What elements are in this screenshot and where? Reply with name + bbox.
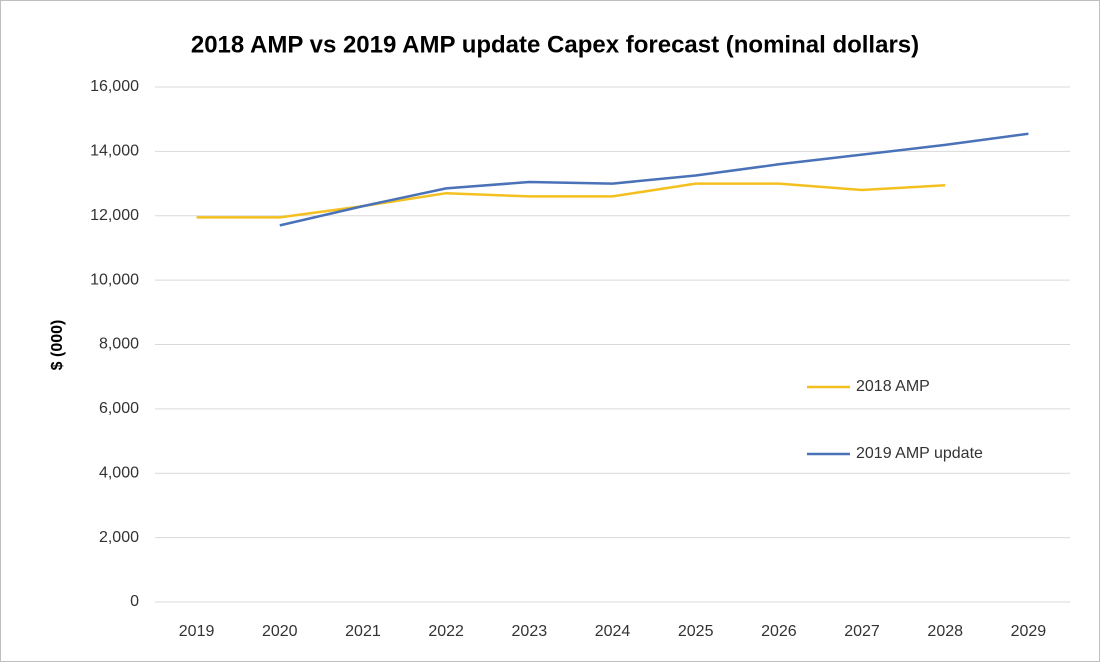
x-tick-label: 2026 bbox=[761, 623, 797, 640]
y-tick-label: 16,000 bbox=[90, 78, 139, 95]
y-tick-label: 10,000 bbox=[90, 271, 139, 288]
x-tick-label: 2022 bbox=[428, 623, 464, 640]
x-tick-label: 2020 bbox=[262, 623, 298, 640]
y-tick-label: 12,000 bbox=[90, 207, 139, 224]
x-tick-label: 2019 bbox=[179, 623, 215, 640]
x-tick-label: 2027 bbox=[844, 623, 880, 640]
series-line bbox=[196, 182, 946, 219]
y-tick-label: 2,000 bbox=[99, 529, 139, 546]
x-tick-label: 2029 bbox=[1011, 623, 1047, 640]
x-tick-label: 2021 bbox=[345, 623, 381, 640]
legend-label: 2018 AMP bbox=[856, 378, 930, 395]
x-tick-label: 2024 bbox=[595, 623, 631, 640]
x-tick-label: 2023 bbox=[512, 623, 548, 640]
y-tick-label: 0 bbox=[130, 593, 139, 610]
series-line bbox=[279, 132, 1029, 227]
y-tick-label: 6,000 bbox=[99, 400, 139, 417]
y-tick-label: 4,000 bbox=[99, 464, 139, 481]
y-axis-label: $ (000) bbox=[49, 320, 66, 371]
x-tick-label: 2028 bbox=[927, 623, 963, 640]
legend-label: 2019 AMP update bbox=[856, 445, 983, 462]
y-tick-label: 8,000 bbox=[99, 336, 139, 353]
x-tick-label: 2025 bbox=[678, 623, 714, 640]
y-tick-label: 14,000 bbox=[90, 143, 139, 160]
chart-title: 2018 AMP vs 2019 AMP update Capex foreca… bbox=[191, 31, 919, 58]
